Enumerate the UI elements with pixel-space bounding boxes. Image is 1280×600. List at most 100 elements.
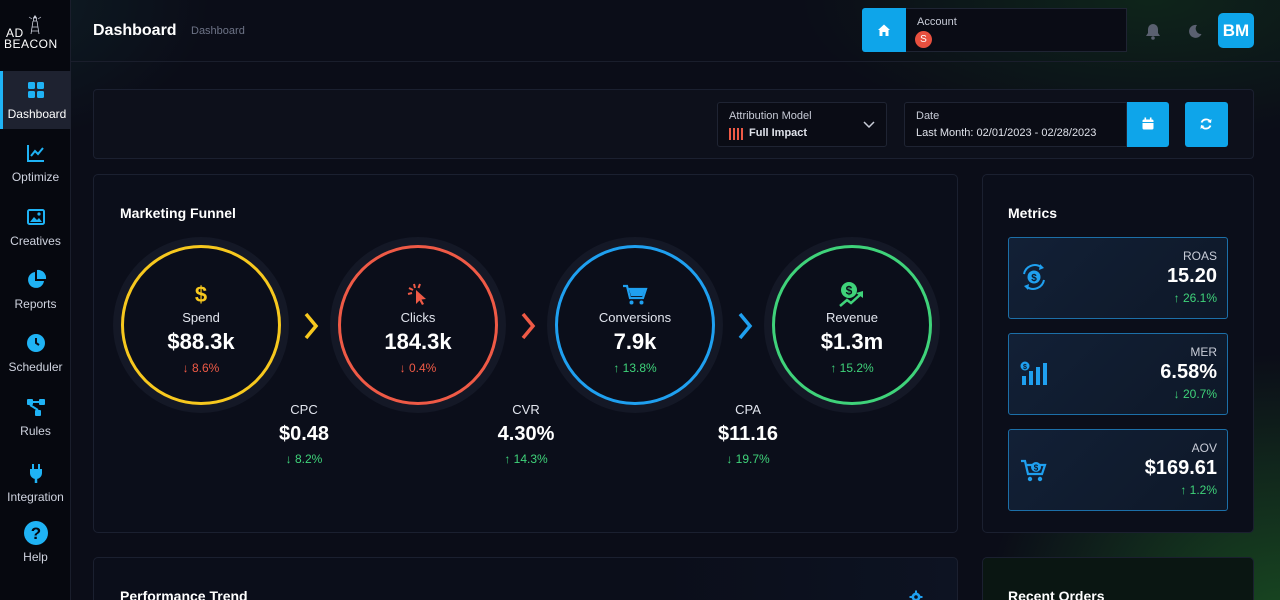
ratio-cvr: CVR 4.30% ↑ 14.3% [466, 402, 586, 466]
home-button[interactable] [862, 8, 906, 52]
metric-card-mer[interactable]: $ MER 6.58% ↓ 20.7% [1008, 333, 1228, 415]
ratio-value: $0.48 [278, 423, 330, 445]
avatar[interactable]: BM [1218, 13, 1254, 48]
metrics-panel: Metrics $ ROAS 15.20 ↑ 26.1% $ MER 6.58%… [982, 174, 1254, 533]
sidebar-item-label: Scheduler [8, 360, 63, 374]
dollar-icon: $ [124, 282, 278, 311]
account-selector[interactable]: Account S [906, 8, 1127, 52]
ratio-value: $11.16 [717, 423, 779, 445]
sidebar-item-label: Help [23, 550, 48, 564]
ratio-change: ↓ 8.2% [285, 452, 323, 466]
moon-icon[interactable] [1187, 23, 1203, 39]
stage-value: 184.3k [384, 329, 452, 354]
svg-text:$: $ [195, 282, 207, 306]
ratio-name: CPA [735, 402, 761, 417]
metric-value: 6.58% [1160, 361, 1217, 383]
gear-icon[interactable] [909, 590, 923, 600]
sidebar: AD BEACON Dashboard Optimize Creatives [0, 0, 71, 600]
click-cursor-icon [341, 282, 495, 311]
dollar-cycle-icon: $ [1023, 264, 1045, 290]
calendar-button[interactable] [1127, 102, 1169, 147]
refresh-button[interactable] [1185, 102, 1228, 147]
chevron-right-icon [738, 312, 753, 340]
performance-trend-panel: Performance Trend [93, 557, 958, 600]
stage-change: ↓ 0.4% [399, 361, 437, 375]
sidebar-item-label: Reports [14, 297, 57, 311]
sidebar-item-rules[interactable]: Rules [0, 388, 71, 446]
ratio-cpa: CPA $11.16 ↓ 19.7% [688, 402, 808, 466]
funnel-stage-revenue[interactable]: $ Revenue $1.3m ↑ 15.2% [764, 237, 940, 413]
beacon-tower-icon [28, 15, 42, 35]
attribution-label: Attribution Model [729, 110, 812, 122]
funnel-circle: $ Revenue $1.3m ↑ 15.2% [772, 245, 932, 405]
sidebar-item-reports[interactable]: Reports [0, 261, 71, 319]
date-range-field[interactable]: Date Last Month: 02/01/2023 - 02/28/2023 [904, 102, 1127, 147]
grid-icon [28, 82, 44, 98]
ratio-value: 4.30% [497, 423, 555, 445]
sidebar-item-label: Rules [20, 424, 51, 438]
pie-chart-icon [27, 269, 46, 288]
stage-name: Spend [182, 310, 220, 325]
top-header: Dashboard Dashboard Account S BM [71, 0, 1280, 62]
svg-text:?: ? [30, 524, 40, 543]
marketing-funnel-panel: Marketing Funnel $ Spend $88.3k ↓ 8.6% C… [93, 174, 958, 533]
ad-beacon-logo[interactable]: AD BEACON [4, 14, 68, 50]
filter-bar: Attribution Model Full Impact Date Last … [93, 89, 1254, 159]
stage-value: 7.9k [613, 329, 657, 354]
date-label: Date [916, 110, 940, 122]
sidebar-item-integration[interactable]: Integration [0, 454, 71, 512]
account-badge: S [915, 31, 932, 48]
orders-title: Recent Orders [1008, 588, 1105, 600]
chevron-down-icon [863, 121, 875, 129]
sidebar-item-label: Optimize [11, 170, 60, 184]
metric-name: MER [1190, 345, 1217, 359]
stage-value: $1.3m [820, 329, 884, 354]
chevron-right-icon [521, 312, 536, 340]
stage-change: ↑ 15.2% [830, 361, 874, 375]
bell-icon[interactable] [1144, 22, 1162, 40]
sidebar-item-creatives[interactable]: Creatives [0, 198, 71, 256]
sidebar-item-label: Creatives [10, 234, 61, 248]
stage-name: Conversions [598, 310, 672, 325]
stage-name: Clicks [400, 310, 436, 325]
sidebar-item-label: Dashboard [7, 107, 67, 121]
sidebar-item-dashboard[interactable]: Dashboard [0, 71, 71, 129]
metric-card-aov[interactable]: $ AOV $169.61 ↑ 1.2% [1008, 429, 1228, 511]
funnel-stage-conversions[interactable]: Conversions 7.9k ↑ 13.8% [547, 237, 723, 413]
performance-title: Performance Trend [120, 588, 248, 600]
svg-text:$: $ [846, 284, 853, 298]
funnel-stage-spend[interactable]: $ Spend $88.3k ↓ 8.6% [113, 237, 289, 413]
sidebar-item-optimize[interactable]: Optimize [0, 134, 71, 192]
attribution-model-select[interactable]: Attribution Model Full Impact [717, 102, 887, 147]
metric-card-roas[interactable]: $ ROAS 15.20 ↑ 26.1% [1008, 237, 1228, 319]
funnel-circle: Clicks 184.3k ↓ 0.4% [338, 245, 498, 405]
ratio-name: CPC [290, 402, 318, 417]
stage-change: ↓ 8.6% [182, 361, 220, 375]
sidebar-item-help[interactable]: ? Help [0, 518, 71, 576]
stage-value: $88.3k [167, 329, 235, 354]
stage-name: Revenue [825, 310, 879, 325]
ratio-cpc: CPC $0.48 ↓ 8.2% [244, 402, 364, 466]
metric-change: ↑ 26.1% [1173, 291, 1217, 305]
sidebar-item-scheduler[interactable]: Scheduler [0, 324, 71, 382]
clock-icon [26, 334, 45, 352]
ratio-change: ↓ 19.7% [726, 452, 770, 466]
help-icon: ? [23, 521, 48, 545]
stage-change: ↑ 13.8% [613, 361, 657, 375]
breadcrumb[interactable]: Dashboard [191, 25, 245, 37]
funnel-title: Marketing Funnel [120, 205, 236, 221]
ratio-change: ↑ 14.3% [504, 452, 548, 466]
svg-text:$: $ [1023, 364, 1027, 371]
attribution-bars-icon [729, 128, 743, 140]
recent-orders-panel: Recent Orders [982, 557, 1254, 600]
chevron-right-icon [304, 312, 319, 340]
line-chart-icon [26, 145, 44, 162]
refresh-icon [1200, 118, 1212, 130]
metrics-title: Metrics [1008, 205, 1058, 221]
logo-text-beacon: BEACON [4, 37, 58, 51]
sidebar-item-label: Integration [7, 490, 64, 504]
plug-icon [29, 464, 42, 483]
funnel-stage-clicks[interactable]: Clicks 184.3k ↓ 0.4% [330, 237, 506, 413]
metric-name: AOV [1191, 441, 1217, 455]
logo-text-ad: AD [6, 26, 24, 40]
